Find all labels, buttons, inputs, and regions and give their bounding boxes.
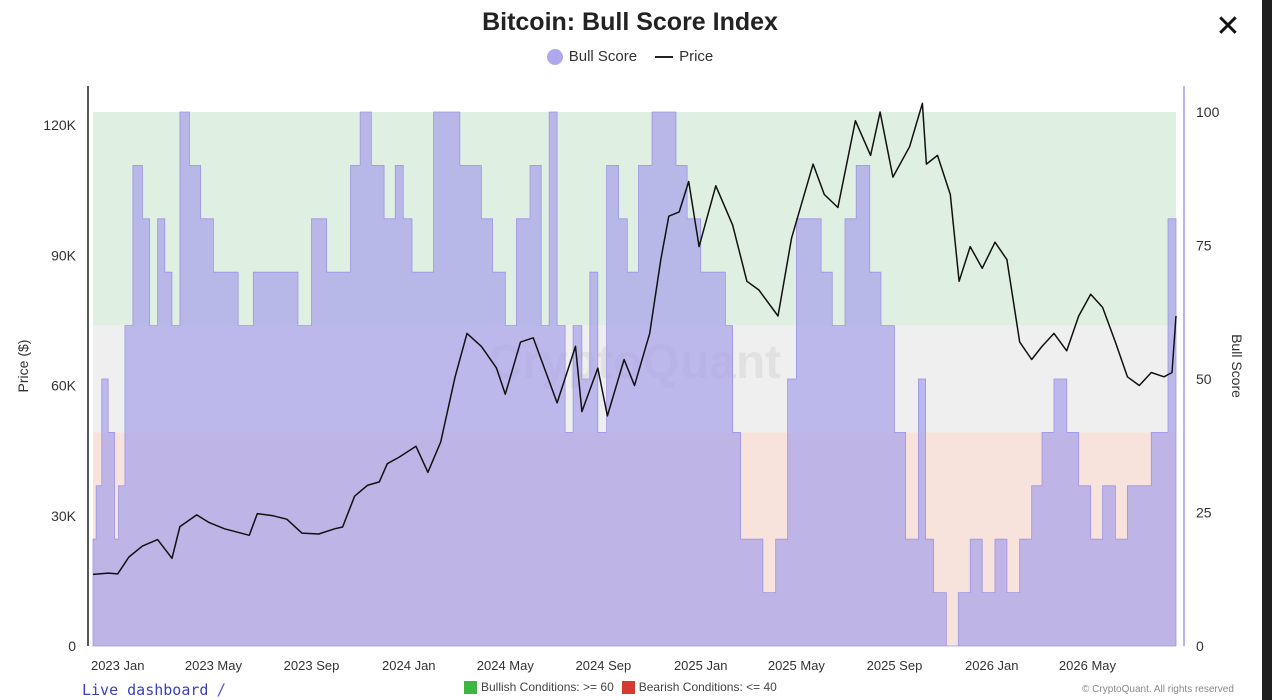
x-tick-label: 2023 May	[185, 658, 243, 673]
conditions-legend: Bullish Conditions: >= 60 Bearish Condit…	[464, 680, 777, 694]
copyright-text: © CryptoQuant. All rights reserved	[1082, 684, 1234, 695]
live-dashboard-label: Live dashboard	[82, 680, 209, 699]
close-icon[interactable]: ✕	[1215, 10, 1241, 43]
y-left-tick-label: 120K	[43, 117, 76, 133]
y-right-tick-label: 0	[1196, 638, 1204, 654]
legend-item-bull-score[interactable]: Bull Score	[546, 48, 638, 65]
pencil-icon: ∕	[216, 680, 227, 699]
chart-title: Bitcoin: Bull Score Index	[482, 8, 778, 36]
x-tick-label: 2025 Sep	[867, 658, 923, 673]
y-right-axis-title: Bull Score	[1229, 334, 1245, 398]
y-right-tick-label: 50	[1196, 371, 1212, 387]
x-tick-label: 2024 May	[477, 658, 535, 673]
y-left-tick-label: 0	[68, 638, 76, 654]
legend-label-bull-score: Bull Score	[568, 48, 638, 65]
x-tick-label: 2023 Sep	[284, 658, 340, 673]
legend-swatch-bull-score	[546, 48, 563, 65]
y-right-tick-label: 100	[1196, 104, 1220, 120]
price-line	[92, 102, 1177, 576]
bearish-conditions-label: Bearish Conditions: <= 40	[638, 680, 777, 694]
x-tick-label: 2024 Sep	[576, 658, 632, 673]
x-tick-label: 2023 Jan	[91, 658, 145, 673]
x-tick-label: 2024 Jan	[382, 658, 436, 673]
x-tick-label: 2025 May	[768, 658, 826, 673]
y-left-tick-label: 60K	[51, 378, 77, 394]
x-tick-label: 2026 Jan	[965, 658, 1019, 673]
legend-item-price[interactable]: Price	[655, 48, 713, 65]
bearish-square-icon	[621, 680, 635, 694]
bullish-square-icon	[464, 680, 477, 694]
live-dashboard-link[interactable]: Live dashboard ∕	[82, 680, 226, 699]
x-tick-label: 2026 May	[1059, 658, 1117, 673]
legend-swatch-price	[655, 55, 674, 58]
bull-score-area	[92, 111, 1177, 647]
x-tick-label: 2025 Jan	[674, 658, 728, 673]
chart-legend: Bull Score Price	[0, 48, 1260, 65]
legend-label-price: Price	[679, 48, 714, 65]
y-left-axis-title: Price ($)	[15, 340, 31, 393]
y-right-tick-label: 75	[1196, 238, 1212, 254]
y-right-tick-label: 25	[1196, 505, 1212, 521]
window-edge	[1262, 0, 1272, 700]
y-left-tick-label: 30K	[51, 508, 77, 524]
y-left-tick-label: 90K	[51, 247, 77, 263]
bullish-conditions-label: Bullish Conditions: >= 60	[481, 680, 614, 694]
